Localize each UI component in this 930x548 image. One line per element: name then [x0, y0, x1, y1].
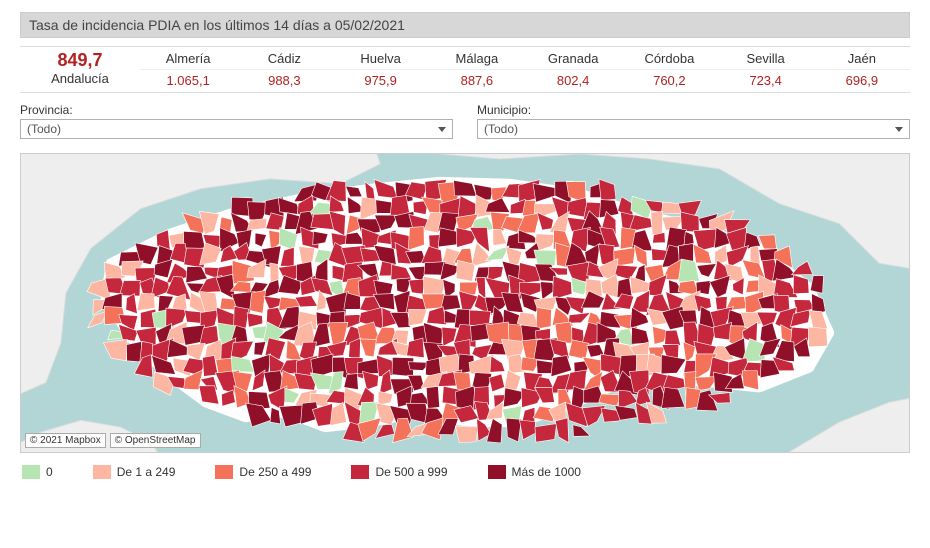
legend-swatch [22, 465, 40, 479]
province-name: Sevilla [718, 51, 814, 70]
attribution-osm: © OpenStreetMap [110, 433, 201, 448]
select-provincia[interactable]: (Todo) [20, 119, 453, 139]
province-name: Cádiz [236, 51, 332, 70]
legend-item: De 500 a 999 [351, 465, 447, 479]
province-name: Jaén [814, 51, 910, 70]
filter-provincia: Provincia: (Todo) [20, 103, 453, 139]
province-value: 1.065,1 [140, 73, 236, 88]
overall-stat: 849,7 Andalucía [20, 47, 140, 92]
province-stat: Córdoba 760,2 [621, 47, 717, 92]
province-value: 802,4 [525, 73, 621, 88]
province-stat: Huelva 975,9 [333, 47, 429, 92]
legend-label: De 1 a 249 [117, 465, 176, 479]
filter-municipio-label: Municipio: [477, 103, 910, 117]
province-value: 887,6 [429, 73, 525, 88]
legend-item: Más de 1000 [488, 465, 581, 479]
province-stat: Málaga 887,6 [429, 47, 525, 92]
legend-label: 0 [46, 465, 53, 479]
filters: Provincia: (Todo) Municipio: (Todo) [20, 103, 910, 139]
province-stat: Almería 1.065,1 [140, 47, 236, 92]
province-value: 975,9 [333, 73, 429, 88]
province-value: 696,9 [814, 73, 910, 88]
province-name: Huelva [333, 51, 429, 70]
page-title: Tasa de incidencia PDIA en los últimos 1… [20, 12, 910, 38]
legend-item: 0 [22, 465, 53, 479]
province-stat: Granada 802,4 [525, 47, 621, 92]
province-stat: Sevilla 723,4 [718, 47, 814, 92]
province-name: Córdoba [621, 51, 717, 70]
province-stats: Almería 1.065,1Cádiz 988,3Huelva 975,9Málag… [140, 47, 910, 92]
legend-swatch [93, 465, 111, 479]
province-stat: Jaén 696,9 [814, 47, 910, 92]
province-value: 988,3 [236, 73, 332, 88]
overall-value: 849,7 [20, 51, 140, 71]
map-attribution: © 2021 Mapbox © OpenStreetMap [25, 433, 201, 448]
overall-label: Andalucía [20, 71, 140, 86]
stats-row: 849,7 Andalucía Almería 1.065,1Cádiz 988,3… [20, 46, 910, 93]
legend-swatch [215, 465, 233, 479]
legend-item: De 250 a 499 [215, 465, 311, 479]
chevron-down-icon [438, 127, 446, 132]
province-name: Málaga [429, 51, 525, 70]
map-legend: 0 De 1 a 249 De 250 a 499 De 500 a 999 Más d… [20, 461, 910, 483]
legend-swatch [488, 465, 506, 479]
select-municipio[interactable]: (Todo) [477, 119, 910, 139]
legend-item: De 1 a 249 [93, 465, 176, 479]
legend-label: Más de 1000 [512, 465, 581, 479]
filter-municipio: Municipio: (Todo) [477, 103, 910, 139]
chevron-down-icon [895, 127, 903, 132]
province-name: Granada [525, 51, 621, 70]
select-municipio-value: (Todo) [484, 122, 518, 136]
province-name: Almería [140, 51, 236, 70]
legend-label: De 250 a 499 [239, 465, 311, 479]
choropleth-map[interactable]: © 2021 Mapbox © OpenStreetMap [20, 153, 910, 453]
province-value: 760,2 [621, 73, 717, 88]
filter-provincia-label: Provincia: [20, 103, 453, 117]
province-value: 723,4 [718, 73, 814, 88]
attribution-mapbox: © 2021 Mapbox [25, 433, 106, 448]
province-stat: Cádiz 988,3 [236, 47, 332, 92]
legend-label: De 500 a 999 [375, 465, 447, 479]
legend-swatch [351, 465, 369, 479]
select-provincia-value: (Todo) [27, 122, 61, 136]
